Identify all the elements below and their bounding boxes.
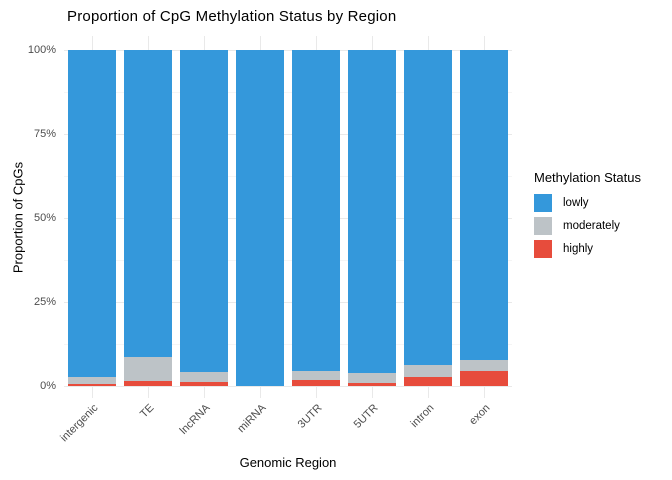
gridline-minor-horizontal [64,260,512,261]
bar-segment-moderately [180,371,228,382]
legend-swatch-icon [534,240,552,258]
gridline-major-horizontal [64,386,512,387]
legend-swatch-icon [534,217,552,235]
legend: Methylation Status lowly moderately highly [534,170,666,263]
legend-title: Methylation Status [534,170,641,185]
bar-TE [124,50,172,386]
y-tick-label: 0% [40,380,56,392]
bar-segment-lowly [68,50,116,377]
gridline-minor-horizontal [64,176,512,177]
plot-panel [64,36,512,398]
bar-segment-lowly [124,50,172,358]
bar-3UTR [292,50,340,386]
legend-item: moderately [534,217,666,235]
bar-segment-highly [460,370,508,386]
legend-swatch-icon [534,194,552,212]
gridline-major-horizontal [64,218,512,219]
legend-item: lowly [534,194,666,212]
bar-intergenic [68,50,116,386]
y-tick-label: 75% [33,128,56,140]
gridline-minor-horizontal [64,344,512,345]
bar-miRNA [236,50,284,386]
bar-segment-moderately [124,357,172,381]
y-axis-title: Proportion of CpGs [10,161,26,274]
bar-segment-lowly [292,50,340,371]
bar-segment-highly [68,383,116,386]
legend-item-label: lowly [563,197,589,209]
chart-title: Proportion of CpG Methylation Status by … [67,8,397,25]
y-tick-label: 100% [27,44,56,56]
bar-segment-moderately [348,372,396,383]
bar-segment-moderately [292,370,340,381]
bar-segment-moderately [68,376,116,384]
bar-segment-lowly [180,50,228,372]
bar-segment-highly [180,381,228,386]
legend-item: highly [534,240,666,258]
bar-segment-highly [404,376,452,386]
gridline-major-horizontal [64,134,512,135]
bar-segment-moderately [404,364,452,377]
x-axis-title: Genomic Region [239,455,337,470]
bar-exon [460,50,508,386]
legend-item-label: moderately [563,220,620,232]
y-tick-label: 25% [33,296,56,308]
bar-lncRNA [180,50,228,386]
bar-segment-lowly [460,50,508,361]
bar-intron [404,50,452,386]
bar-5UTR [348,50,396,386]
bar-segment-highly [124,380,172,386]
bar-segment-lowly [348,50,396,373]
bar-segment-lowly [404,50,452,365]
bar-segment-moderately [460,360,508,371]
bar-segment-lowly [236,50,284,386]
legend-item-label: highly [563,243,594,255]
bar-segment-highly [292,380,340,386]
y-tick-label: 50% [33,212,56,224]
gridline-major-horizontal [64,50,512,51]
gridline-major-horizontal [64,302,512,303]
bar-segment-highly [348,382,396,386]
gridline-minor-horizontal [64,92,512,93]
